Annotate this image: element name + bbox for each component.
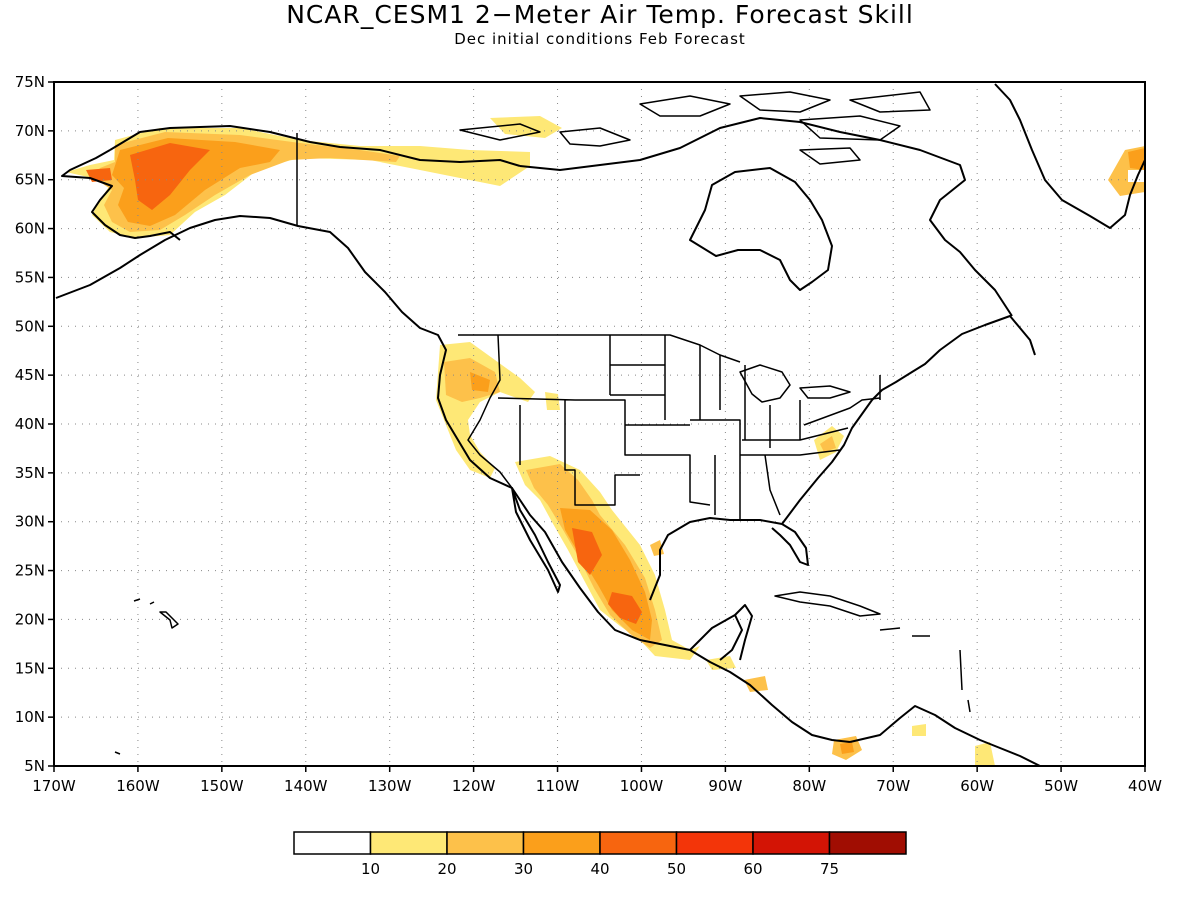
legend-swatch: [369, 831, 448, 855]
lon-tick-label: 80W: [792, 777, 826, 795]
coastline-yucatan: [734, 604, 753, 661]
legend-label: 20: [437, 860, 456, 878]
lat-tick-label: 35N: [15, 464, 45, 482]
legend-swatch: [599, 831, 678, 855]
shading-venezuela-spot: [912, 724, 926, 736]
latitude-labels: 5N 10N 15N 20N 25N 30N 35N 40N 45N 50N 55N 60N 65N 70…: [15, 73, 54, 775]
lon-tick-label: 120W: [452, 777, 496, 795]
legend-swatch: [446, 831, 525, 855]
lat-tick-label: 50N: [15, 317, 45, 335]
shading-mexico-dark2: [608, 592, 642, 624]
lon-tick-label: 150W: [200, 777, 244, 795]
coastline-east-us: [781, 315, 1036, 525]
lat-tick-label: 70N: [15, 122, 45, 140]
shading-greenland-dark: [1128, 148, 1145, 170]
shading-idaho-spot: [545, 392, 560, 410]
lat-tick-label: 30N: [15, 513, 45, 531]
skill-shading-layer: [66, 116, 1145, 766]
shading-colombia-dark: [840, 742, 854, 754]
lat-tick-label: 55N: [15, 268, 45, 286]
map-subtitle: Dec initial conditions Feb Forecast: [454, 30, 746, 48]
legend-swatch: [675, 831, 754, 855]
longitude-labels: 170W 160W 150W 140W 130W 120W 110W 100W 90W 80W 70…: [32, 766, 1162, 795]
shading-pnw-orange: [470, 372, 490, 392]
lon-tick-label: 70W: [876, 777, 910, 795]
lon-tick-label: 160W: [116, 777, 160, 795]
coastline-gulf: [649, 517, 809, 661]
coastline-caribbean-islands: [879, 627, 971, 713]
lon-tick-label: 60W: [960, 777, 994, 795]
lon-tick-label: 50W: [1044, 777, 1078, 795]
legend-label: 40: [590, 860, 609, 878]
coastline-alaska-north: [109, 125, 521, 167]
lat-tick-label: 60N: [15, 220, 45, 238]
lat-tick-label: 40N: [15, 415, 45, 433]
shading-virginia-mid: [820, 436, 836, 452]
lon-tick-label: 170W: [32, 777, 76, 795]
lat-tick-label: 20N: [15, 610, 45, 628]
legend-label: 50: [667, 860, 686, 878]
legend-label: 10: [361, 860, 380, 878]
shading-venezuela: [975, 742, 995, 766]
lon-tick-label: 100W: [620, 777, 664, 795]
shading-mexico-dark1: [572, 528, 602, 575]
lat-tick-label: 75N: [15, 73, 45, 91]
legend-label: 30: [514, 860, 533, 878]
coastline-hawaii: [114, 598, 179, 755]
lat-tick-label: 65N: [15, 171, 45, 189]
legend-label: 60: [743, 860, 762, 878]
great-lakes: [739, 364, 851, 403]
shading-greenland-white: [1128, 170, 1145, 182]
legend-swatch: [293, 831, 372, 855]
lat-tick-label: 10N: [15, 708, 45, 726]
shading-honduras: [744, 676, 768, 692]
coastline-south-america: [849, 705, 1041, 766]
shading-guatemala: [706, 656, 736, 670]
legend-swatch: [828, 831, 907, 855]
lon-tick-label: 110W: [536, 777, 580, 795]
coastline-canada-north: [519, 117, 1013, 317]
legend-swatch: [522, 831, 601, 855]
legend-swatch: [752, 831, 831, 855]
arctic-islands: [459, 91, 931, 165]
color-legend: 10 20 30 40 50 60 75: [293, 831, 907, 878]
lon-tick-label: 140W: [284, 777, 328, 795]
lat-tick-label: 5N: [24, 757, 45, 775]
legend-label: 75: [820, 860, 839, 878]
lon-tick-label: 130W: [368, 777, 412, 795]
lat-tick-label: 25N: [15, 562, 45, 580]
lat-tick-label: 45N: [15, 366, 45, 384]
shading-alaska-dark: [130, 143, 210, 210]
lat-tick-label: 15N: [15, 659, 45, 677]
coastline-greenland: [994, 83, 1145, 229]
coastline-alaska-bering: [61, 149, 181, 241]
lon-tick-label: 90W: [708, 777, 742, 795]
us-state-borders: [458, 334, 881, 520]
map-title: NCAR_CESM1 2−Meter Air Temp. Forecast Sk…: [286, 0, 914, 29]
coastline-alaska-west: [55, 215, 851, 743]
coastline-hudson-bay: [689, 167, 833, 291]
coastline-layer: [55, 83, 1145, 766]
coastline-cuba: [774, 591, 881, 617]
lon-tick-label: 40W: [1128, 777, 1162, 795]
coastline-baja: [511, 487, 561, 593]
